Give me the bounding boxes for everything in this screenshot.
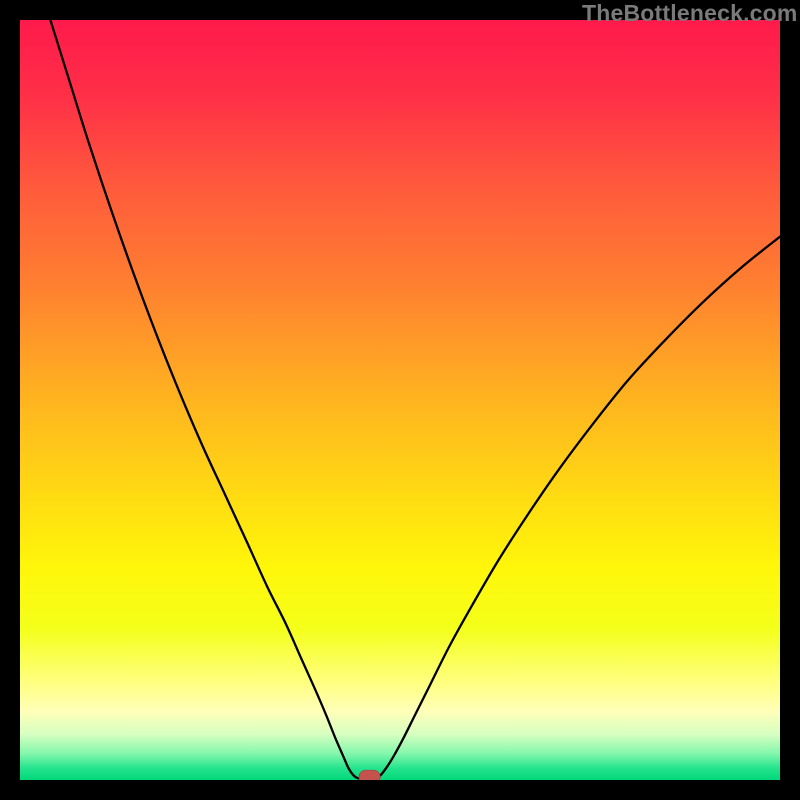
chart-svg [20,20,780,780]
gradient-background [20,20,780,780]
optimum-marker [359,770,380,780]
watermark-text: TheBottleneck.com [582,0,798,27]
plot-area [20,20,780,780]
